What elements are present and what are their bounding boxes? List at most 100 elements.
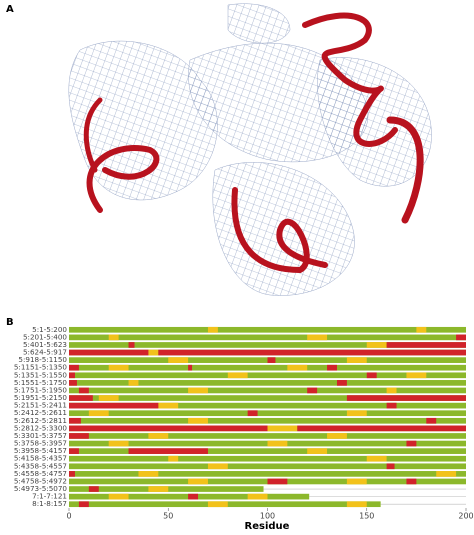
row-bar	[69, 402, 466, 409]
row-bar	[69, 448, 466, 454]
row-label: 5:1951-5:2150	[14, 393, 68, 402]
yellow-segment	[416, 326, 427, 333]
yellow-segment	[346, 410, 367, 417]
yellow-segment	[98, 395, 119, 401]
yellow-segment	[158, 402, 179, 409]
row-label: 5:4558-5:4757	[14, 469, 67, 478]
yellow-segment	[108, 364, 129, 371]
yellow-segment	[406, 372, 427, 379]
red-segment	[128, 448, 208, 454]
red-segment	[69, 417, 81, 424]
yellow-segment	[346, 501, 367, 508]
density-map	[68, 3, 432, 296]
yellow-segment	[128, 380, 139, 386]
red-segment	[188, 364, 193, 371]
row-label: 5:1551-5:1750	[14, 378, 68, 387]
yellow-segment	[207, 463, 228, 470]
row-label: 5:201-5:400	[23, 332, 67, 341]
yellow-segment	[188, 478, 208, 485]
row-bar	[69, 433, 466, 439]
row-label: 5:4758-5:4972	[14, 476, 67, 485]
row-bar	[69, 417, 466, 424]
row-bar	[69, 372, 466, 379]
red-segment	[307, 387, 318, 394]
row-label: 5:4158-5:4357	[14, 454, 67, 463]
row-bar	[69, 364, 466, 371]
yellow-segment	[307, 334, 328, 341]
row-label: 5:1751-5:1950	[14, 385, 68, 394]
row-label: 5:3758-5:3957	[14, 439, 67, 448]
red-segment	[188, 493, 199, 500]
red-segment	[158, 349, 466, 356]
row-bar	[69, 395, 466, 401]
red-segment	[69, 433, 89, 439]
red-segment	[69, 349, 149, 356]
yellow-segment	[108, 493, 129, 500]
red-segment	[88, 486, 99, 492]
yellow-segment	[267, 425, 298, 432]
row-bar	[69, 471, 466, 477]
row-bar	[69, 463, 466, 470]
panel-label: A	[6, 4, 14, 15]
row-label: 5:3301-5:3757	[14, 431, 67, 440]
yellow-segment	[386, 387, 397, 394]
x-tick-label: 200	[458, 512, 473, 521]
red-segment	[69, 448, 79, 454]
yellow-segment	[148, 349, 159, 356]
row-label: 5:1-5:200	[32, 325, 67, 334]
red-segment	[247, 410, 258, 417]
row-label: 5:1351-5:1550	[14, 370, 68, 379]
x-tick-label: 50	[163, 512, 173, 521]
row-bar	[69, 380, 466, 386]
red-segment	[406, 478, 417, 485]
row-label: 5:918-5:1150	[18, 355, 67, 364]
row-label: 5:624-5:917	[23, 348, 67, 357]
x-tick-label: 0	[66, 512, 71, 521]
red-segment	[267, 357, 276, 363]
row-bar	[69, 342, 466, 348]
yellow-segment	[207, 326, 218, 333]
yellow-segment	[307, 448, 328, 454]
row-bar	[69, 455, 466, 462]
yellow-segment	[247, 493, 268, 500]
row-bar	[69, 410, 466, 417]
row-label: 7:1-7:121	[32, 492, 67, 501]
red-segment	[366, 372, 377, 379]
row-label: 5:401-5:623	[23, 340, 67, 349]
row-label: 5:2412-5:2611	[14, 408, 67, 417]
yellow-segment	[168, 455, 179, 462]
x-axis-title: Residue	[245, 521, 290, 531]
red-segment	[78, 387, 89, 394]
red-segment	[69, 402, 159, 409]
row-label: 5:2812-5:3300	[14, 423, 68, 432]
yellow-segment	[188, 417, 208, 424]
red-segment	[456, 334, 466, 341]
red-segment	[426, 417, 437, 424]
yellow-segment	[366, 455, 387, 462]
row-label: 5:2612-5:2811	[14, 416, 67, 425]
row-label: 5:1151-5:1350	[14, 363, 68, 372]
ribbons	[83, 12, 424, 274]
yellow-segment	[108, 440, 129, 447]
yellow-segment	[138, 471, 159, 477]
red-segment	[346, 395, 466, 401]
yellow-segment	[346, 478, 367, 485]
red-segment	[327, 364, 337, 371]
yellow-segment	[327, 433, 347, 439]
yellow-segment	[267, 440, 288, 447]
red-segment	[297, 425, 466, 432]
row-label: 5:3958-5:4157	[14, 446, 67, 455]
panel-label: B	[6, 317, 14, 328]
yellow-segment	[227, 372, 248, 379]
x-tick-label: 100	[260, 512, 275, 521]
red-segment	[336, 380, 347, 386]
row-label: 5:4973-5:5070	[14, 484, 68, 493]
row-label: 5:4358-5:4557	[14, 461, 67, 470]
row-label: 5:2151-5:2411	[14, 401, 67, 410]
red-segment	[69, 395, 93, 401]
x-tick-label: 150	[359, 512, 374, 521]
red-segment	[386, 342, 466, 348]
red-segment	[69, 471, 75, 477]
red-segment	[128, 342, 135, 348]
